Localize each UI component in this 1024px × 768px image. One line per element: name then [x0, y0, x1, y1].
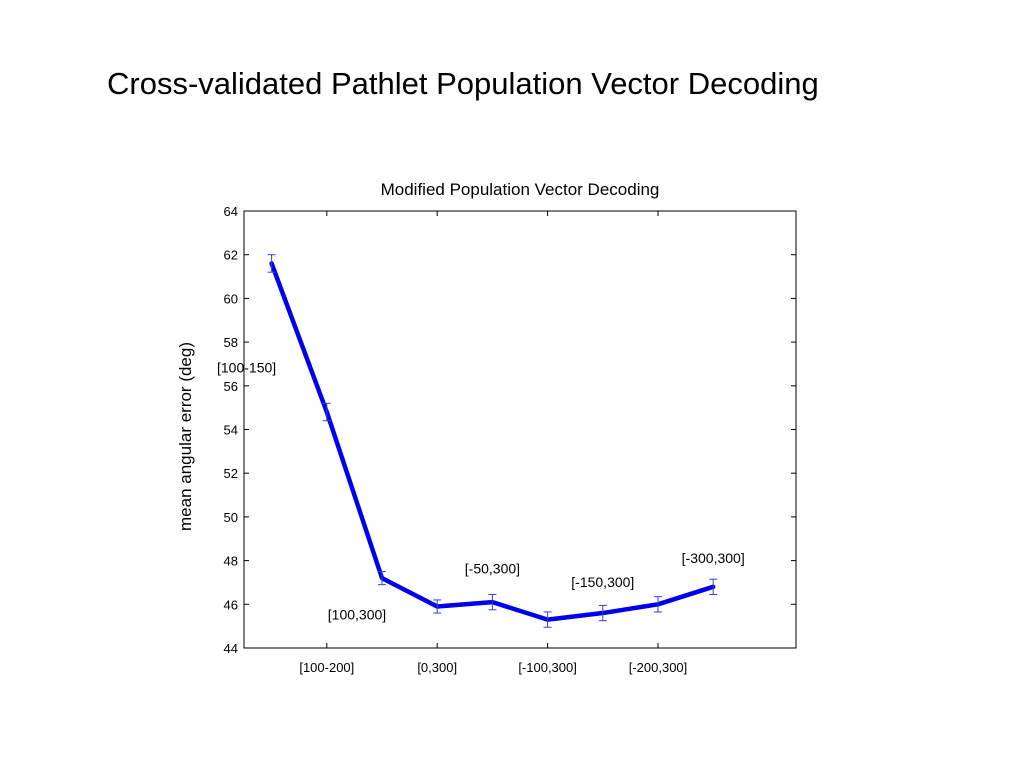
y-tick-label: 54	[224, 423, 238, 438]
error-bar	[433, 599, 442, 614]
y-tick-label: 52	[224, 466, 238, 481]
annotation-label: [100,300]	[328, 607, 386, 623]
x-tick-label: [-200,300]	[629, 660, 688, 675]
annotation-label: [-150,300]	[571, 574, 634, 590]
error-bar	[488, 593, 497, 611]
error-bar	[322, 402, 331, 422]
error-bar	[654, 596, 662, 613]
y-tick-label: 62	[224, 248, 238, 263]
y-tick-label: 46	[224, 597, 238, 612]
y-tick-label: 60	[224, 291, 238, 306]
x-tick-label: [100-200]	[299, 660, 354, 675]
series-group	[267, 254, 718, 628]
error-bar	[709, 578, 718, 595]
error-bar	[598, 604, 607, 622]
chart-title: Modified Population Vector Decoding	[381, 180, 660, 199]
error-bar	[543, 611, 552, 628]
y-tick-label: 48	[224, 554, 238, 569]
y-axis-label: mean angular error (deg)	[176, 342, 195, 531]
y-tick-label: 64	[224, 204, 238, 219]
annotations: [100-150] [100,300] [-50,300] [-150,300] [-3…	[217, 360, 745, 623]
x-tick-label: [0,300]	[417, 660, 457, 675]
error-bar	[378, 571, 386, 586]
y-tick-label: 58	[224, 335, 238, 350]
error-bar	[267, 254, 276, 273]
y-ticks: 44 46 48 50 52 54 56 58 60 62 64	[224, 204, 796, 656]
y-tick-label: 50	[224, 510, 238, 525]
slide-title: Cross-validated Pathlet Population Vecto…	[107, 66, 819, 101]
y-tick-label: 56	[224, 379, 238, 394]
annotation-label: [-300,300]	[682, 550, 745, 566]
annotation-label: [-50,300]	[465, 561, 520, 577]
y-tick-label: 44	[224, 641, 238, 656]
x-ticks: [100-200] [0,300] [-100,300] [-200,300]	[299, 211, 687, 675]
x-tick-label: [-100,300]	[518, 660, 577, 675]
annotation-label: [100-150]	[217, 360, 276, 376]
